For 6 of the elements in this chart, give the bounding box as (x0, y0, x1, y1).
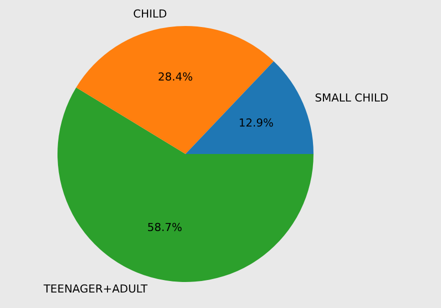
slice-label: SMALL CHILD (314, 91, 388, 104)
slice-label: TEENAGER+ADULT (42, 282, 148, 296)
slice-label: CHILD (133, 7, 167, 20)
data-label: 28.4% (158, 70, 193, 84)
data-label: 12.9% (238, 116, 274, 130)
data-label: 58.7% (147, 220, 182, 234)
